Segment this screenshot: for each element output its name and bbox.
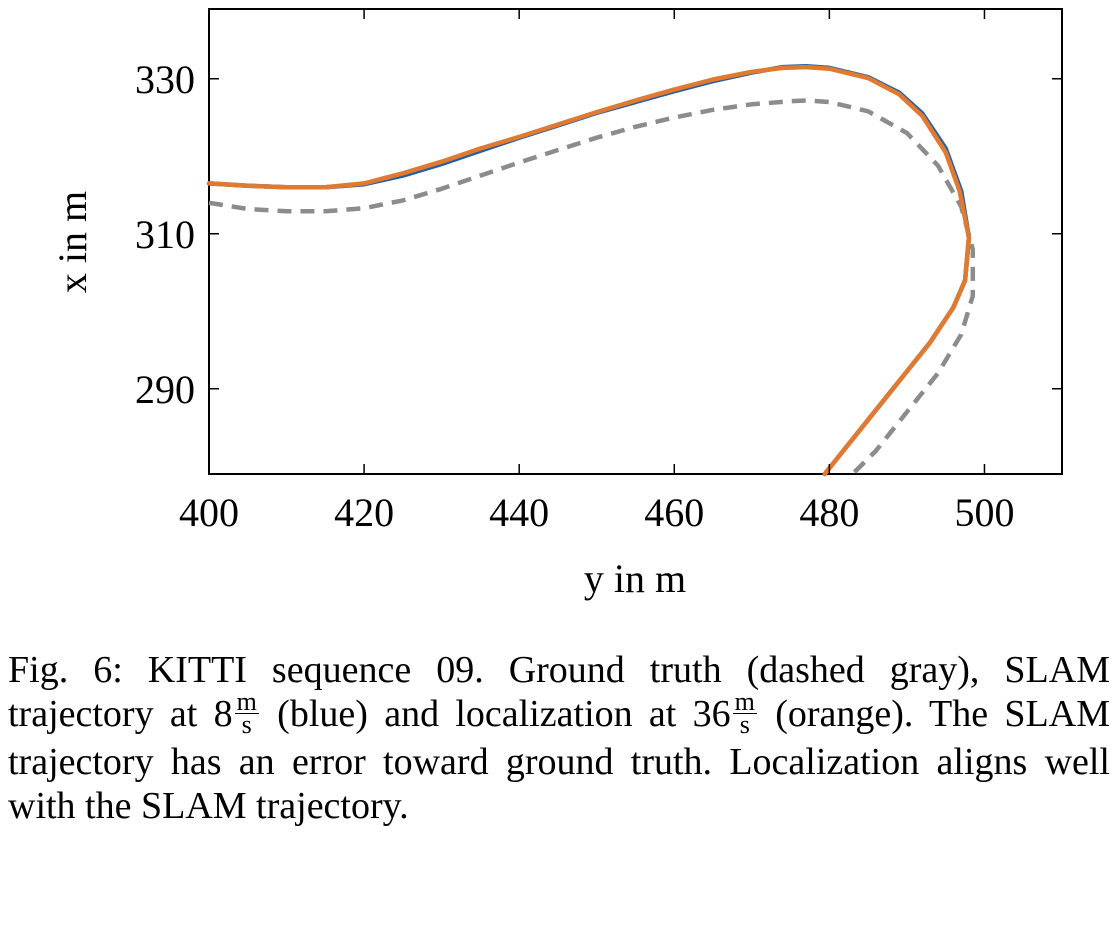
series-layer [206, 64, 976, 477]
unit-numerator: m [234, 686, 259, 716]
x-axis-label: y in m [584, 556, 686, 601]
series-line-0 [208, 98, 976, 476]
x-tick-label: 460 [644, 490, 704, 535]
plot-frame [208, 8, 1063, 475]
y-tick-label: 310 [135, 212, 195, 257]
caption-part-3: (orange). The SLAM trajectory has an err… [8, 693, 1110, 827]
caption-part-1: Fig. 6: KITTI sequence 09. Ground truth … [8, 649, 1110, 735]
unit-numerator: m [732, 686, 757, 716]
y-axis-ticks: 290 310 330 [135, 57, 1062, 412]
y-tick-label: 330 [135, 57, 195, 102]
unit-denominator: s [241, 709, 252, 739]
x-tick-label: 400 [179, 490, 239, 535]
figure-caption: Fig. 6: KITTI sequence 09. Ground truth … [8, 648, 1110, 828]
x-tick-label: 440 [489, 490, 549, 535]
unit-denominator: s [739, 709, 750, 739]
x-tick-label: 500 [954, 490, 1014, 535]
y-axis-label: x in m [50, 191, 95, 293]
series-line-1 [206, 64, 972, 477]
caption-part-2: (blue) and localization at [260, 693, 693, 735]
localization-speed-value: 36 [692, 693, 731, 735]
trajectory-chart: 400 420 440 460 480 500 290 310 330 y in m x in… [50, 8, 1063, 601]
x-tick-label: 420 [334, 490, 394, 535]
x-tick-label: 480 [799, 490, 859, 535]
x-axis-ticks: 400 420 440 460 480 500 [179, 9, 1014, 535]
y-tick-label: 290 [135, 367, 195, 412]
slam-speed-value: 8 [213, 693, 233, 735]
series-line-2 [206, 64, 972, 477]
